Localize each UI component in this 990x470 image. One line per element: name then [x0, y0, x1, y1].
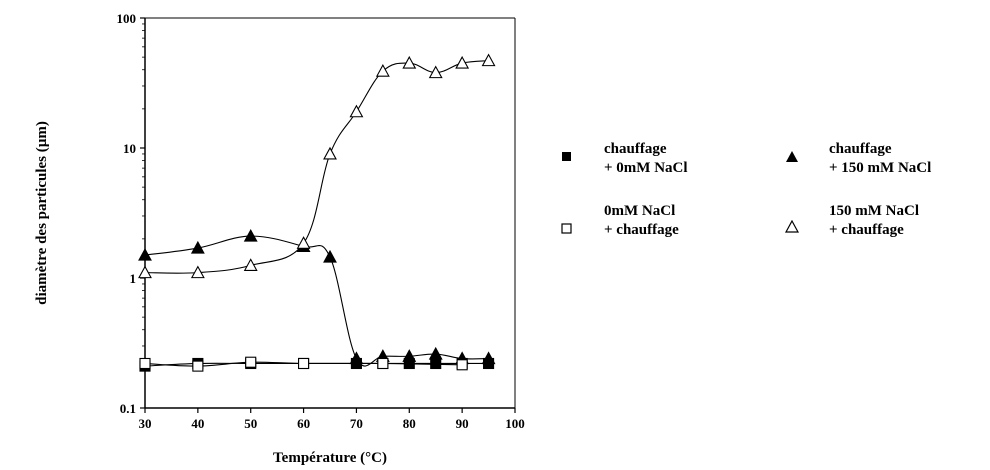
legend-label-line: chauffage — [604, 141, 667, 157]
legend-label-line: + 150 mM NaCl — [829, 160, 932, 176]
data-point — [138, 265, 152, 279]
legend-item-150mm-chauffage: 150 mM NaCl + chauffage — [785, 202, 919, 240]
data-point — [296, 236, 311, 249]
legend-label-line: 150 mM NaCl — [829, 203, 919, 219]
data-point — [402, 349, 417, 362]
plot-area — [144, 17, 516, 409]
data-point — [375, 64, 390, 77]
data-point — [430, 357, 442, 370]
data-point — [481, 53, 496, 67]
x-tick-label: 30 — [139, 416, 152, 431]
legend-label-line: + 0mM NaCl — [604, 160, 688, 176]
legend-item-chauffage-0mm: chauffage + 0mM NaCl — [560, 140, 688, 178]
legend-label-line: + chauffage — [604, 222, 679, 238]
data-point — [323, 146, 337, 160]
data-point — [377, 357, 389, 370]
data-point — [138, 247, 152, 261]
legend-label-line: + chauffage — [829, 222, 904, 238]
legend-label-line: 0mM NaCl — [604, 203, 676, 219]
x-tick-label: 90 — [456, 416, 469, 431]
x-tick-label: 70 — [350, 416, 363, 431]
legend-item-0mm-chauffage: 0mM NaCl + chauffage — [560, 202, 679, 240]
data-point — [323, 249, 337, 263]
data-point — [243, 228, 258, 242]
data-point — [349, 351, 364, 365]
open-triangle-icon — [785, 202, 807, 236]
y-tick-label: 1 — [130, 271, 137, 286]
data-point — [402, 55, 417, 69]
data-point — [245, 356, 257, 368]
data-point — [481, 351, 496, 365]
data-point — [455, 55, 470, 69]
y-tick-label: 10 — [123, 141, 136, 156]
data-point — [298, 357, 310, 370]
x-tick-label: 50 — [244, 416, 257, 431]
y-axis-label: diamètre des particules (µm) — [34, 121, 50, 305]
filled-square-icon — [560, 140, 582, 174]
x-tick-label: 100 — [505, 416, 525, 431]
x-tick-label: 80 — [403, 416, 416, 431]
filled-triangle-icon — [785, 140, 807, 174]
data-point — [190, 240, 205, 254]
open-square-icon — [560, 202, 582, 236]
x-axis-label: Température (°C) — [273, 450, 387, 466]
legend-item-chauffage-150mm: chauffage + 150 mM NaCl — [785, 140, 931, 178]
legend: chauffage + 0mM NaCl chauffage + 150 mM … — [560, 140, 990, 270]
x-tick-label: 60 — [297, 416, 310, 431]
data-point — [456, 359, 468, 371]
y-ticks: 0.1 1 10 100 — [117, 11, 145, 416]
y-tick-label: 100 — [117, 11, 137, 26]
data-point — [349, 104, 364, 118]
series-line — [144, 235, 489, 367]
data-point — [190, 265, 205, 279]
x-tick-label: 40 — [191, 416, 204, 431]
legend-label-line: chauffage — [829, 141, 892, 157]
data-point — [243, 258, 258, 271]
data-point — [428, 65, 443, 79]
y-tick-label: 0.1 — [120, 401, 136, 416]
data-point — [139, 357, 151, 370]
x-ticks: 30 40 50 60 70 80 90 100 — [139, 408, 525, 431]
series-layer — [138, 53, 496, 372]
data-point — [192, 360, 204, 372]
data-point — [428, 346, 443, 360]
series-line — [144, 60, 489, 274]
